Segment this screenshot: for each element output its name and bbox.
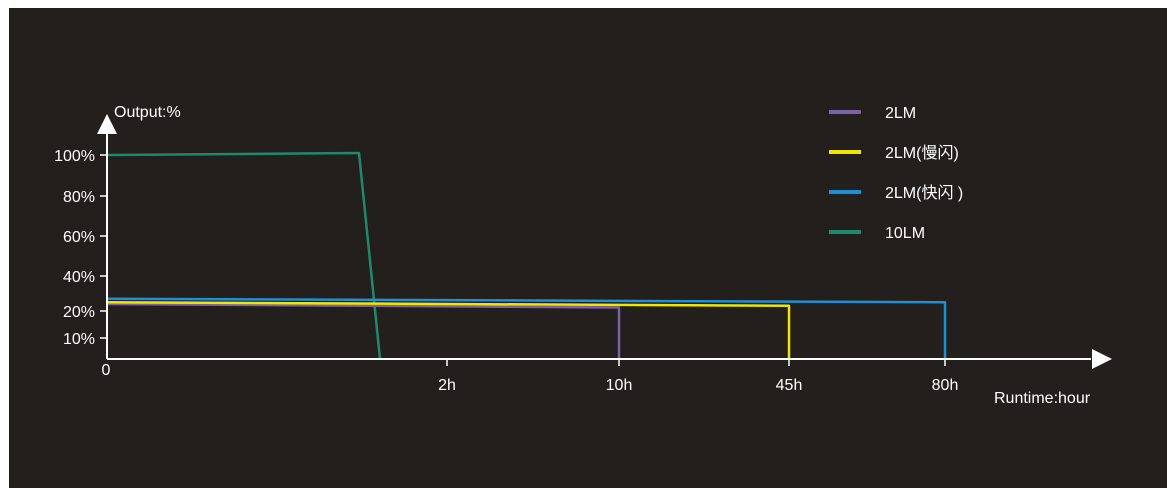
- legend-label: 2LM(慢闪): [885, 144, 959, 162]
- series-layer: [106, 151, 947, 360]
- chart-panel: Output:% Runtime:hour 100% 80% 60% 40% 20% 10…: [9, 8, 1167, 488]
- legend-label: 2LM(快闪 ): [885, 184, 963, 202]
- series-line-10LM: [106, 151, 382, 360]
- legend: 2LM 2LM(慢闪) 2LM(快闪 ) 10LM: [829, 105, 963, 242]
- runtime-output-chart: Output:% Runtime:hour 100%80%60%40%20%10…: [54, 104, 1112, 407]
- y-tick-label: 10%: [63, 331, 95, 348]
- series-line-2LM: [106, 302, 621, 359]
- series-line-2LM(快闪 ): [106, 297, 947, 359]
- x-tick-label: 0: [102, 362, 111, 379]
- x-tick-label: 2h: [438, 377, 456, 394]
- x-tick-label: 10h: [606, 377, 633, 394]
- x-axis-title: Runtime:hour: [994, 390, 1091, 407]
- legend-label: 2LM: [885, 105, 916, 122]
- y-tick-label: 100%: [54, 148, 95, 165]
- y-tick-label: 20%: [63, 304, 95, 321]
- legend-label: 10LM: [885, 225, 925, 242]
- y-tick-label: 80%: [63, 189, 95, 206]
- axis-layer: Output:% Runtime:hour: [97, 104, 1112, 407]
- y-axis-title: Output:%: [114, 104, 181, 121]
- x-tick-layer: 0 2h 10h 45h 80h: [102, 359, 959, 394]
- series-line-2LM(慢闪): [106, 301, 791, 359]
- x-tick-label: 45h: [776, 377, 803, 394]
- y-axis-arrow: [97, 114, 117, 134]
- y-tick-layer: 100% 80% 60% 40% 20% 10%: [54, 148, 107, 348]
- x-tick-label: 80h: [932, 377, 959, 394]
- y-tick-label: 60%: [63, 229, 95, 246]
- y-tick-label: 40%: [63, 269, 95, 286]
- x-axis-arrow: [1092, 349, 1112, 369]
